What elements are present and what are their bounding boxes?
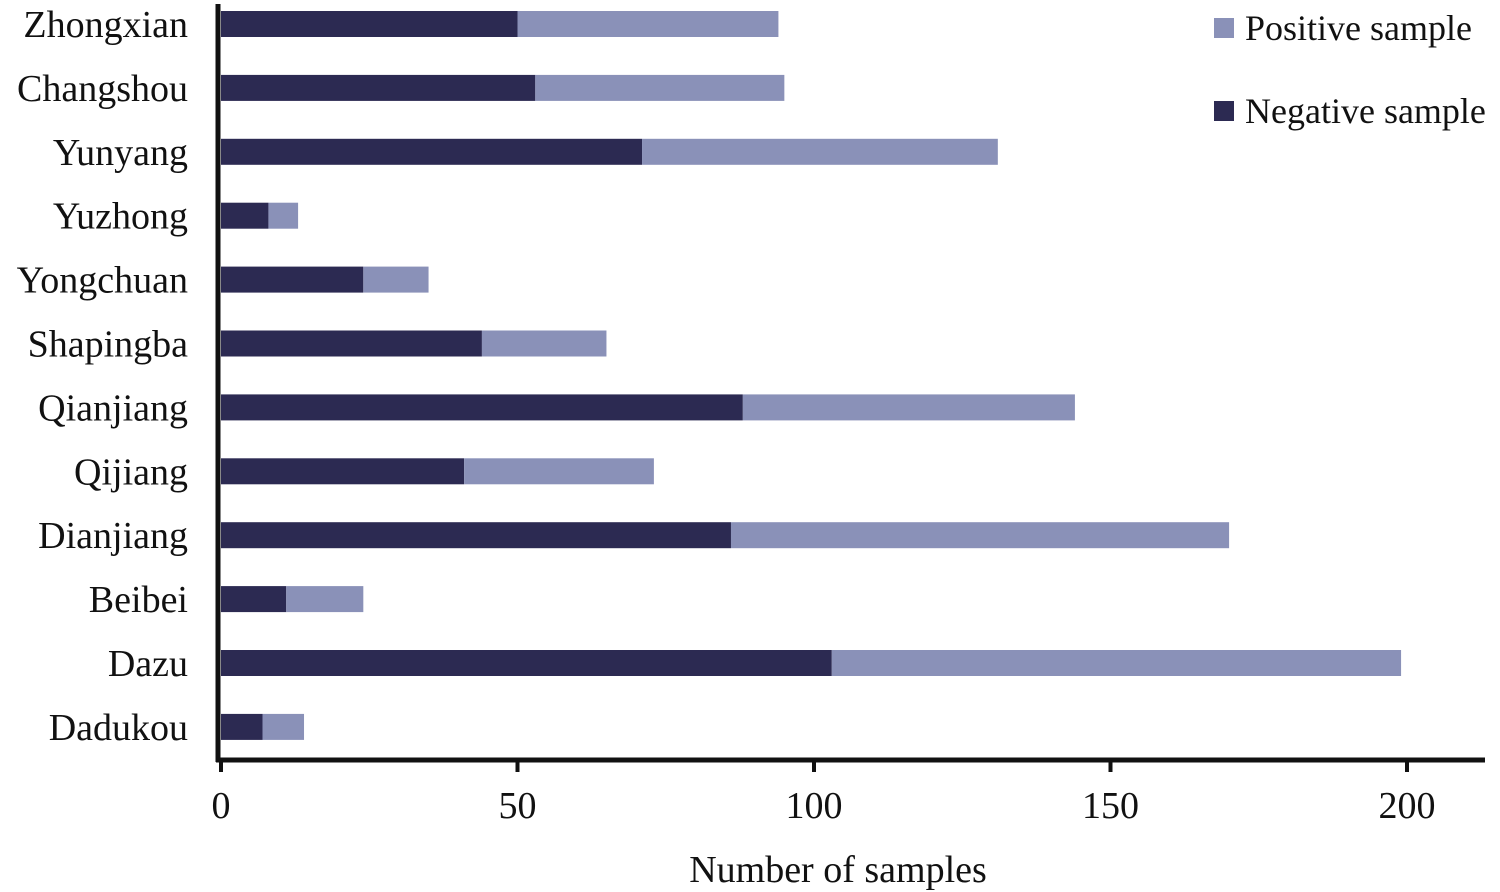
category-labels: Zhongxian Changshou Yunyang Yuzhong Yongchua…	[17, 4, 188, 749]
legend-swatch-negative	[1214, 101, 1234, 121]
category-label-qianjiang: Qianjiang	[38, 387, 188, 429]
bar-positive-changshou	[535, 74, 785, 101]
bar-negative-zhongxian	[221, 11, 518, 37]
category-label-yunyang: Yunyang	[53, 132, 188, 174]
bar-negative-yunyang	[221, 138, 643, 165]
bar-positive-dadukou	[262, 713, 305, 740]
x-tick-label-200: 200	[1379, 785, 1436, 827]
bar-negative-yongchuan	[221, 266, 364, 293]
x-tick-label-150: 150	[1082, 785, 1139, 827]
x-tick-label-100: 100	[786, 785, 843, 827]
bar-positive-zhongxian	[517, 11, 779, 37]
legend-label-positive: Positive sample	[1245, 8, 1472, 48]
category-label-changshou: Changshou	[17, 68, 188, 110]
legend: Positive sample Negative sample	[1214, 8, 1486, 131]
category-label-dazu: Dazu	[108, 643, 188, 685]
bar-positive-qijiang	[464, 458, 654, 485]
bar-positive-dazu	[831, 650, 1402, 676]
bar-negative-yuzhong	[221, 202, 269, 229]
bar-negative-changshou	[221, 74, 536, 101]
category-label-shapingba: Shapingba	[28, 324, 189, 366]
bar-negative-qijiang	[221, 458, 465, 485]
bar-positive-dianjiang	[730, 522, 1230, 549]
x-tick-label-50: 50	[499, 785, 537, 827]
bar-negative-beibei	[221, 586, 287, 613]
bar-positive-shapingba	[481, 330, 607, 357]
bar-positive-yunyang	[642, 138, 998, 165]
bar-negative-qianjiang	[221, 394, 743, 421]
bar-negative-dazu	[221, 650, 832, 676]
legend-label-negative: Negative sample	[1245, 91, 1486, 131]
bar-positive-beibei	[286, 586, 364, 613]
category-label-yongchuan: Yongchuan	[17, 260, 188, 302]
bar-positive-yongchuan	[363, 266, 429, 293]
bar-negative-shapingba	[221, 330, 482, 357]
category-label-dadukou: Dadukou	[49, 707, 188, 749]
bar-negative-dadukou	[221, 713, 263, 740]
bars-group	[221, 11, 1402, 740]
bar-positive-yuzhong	[268, 202, 299, 229]
category-label-qijiang: Qijiang	[74, 451, 188, 493]
x-axis-ticks: 0 50 100 150 200	[212, 760, 1436, 827]
category-label-dianjiang: Dianjiang	[38, 515, 188, 557]
bar-negative-dianjiang	[221, 522, 731, 549]
bar-positive-qianjiang	[742, 394, 1075, 421]
legend-swatch-positive	[1214, 18, 1234, 38]
category-label-zhongxian: Zhongxian	[23, 4, 188, 46]
x-tick-label-0: 0	[212, 785, 231, 827]
category-label-beibei: Beibei	[89, 579, 188, 621]
category-label-yuzhong: Yuzhong	[53, 196, 188, 238]
x-axis-title: Number of samples	[689, 849, 987, 891]
